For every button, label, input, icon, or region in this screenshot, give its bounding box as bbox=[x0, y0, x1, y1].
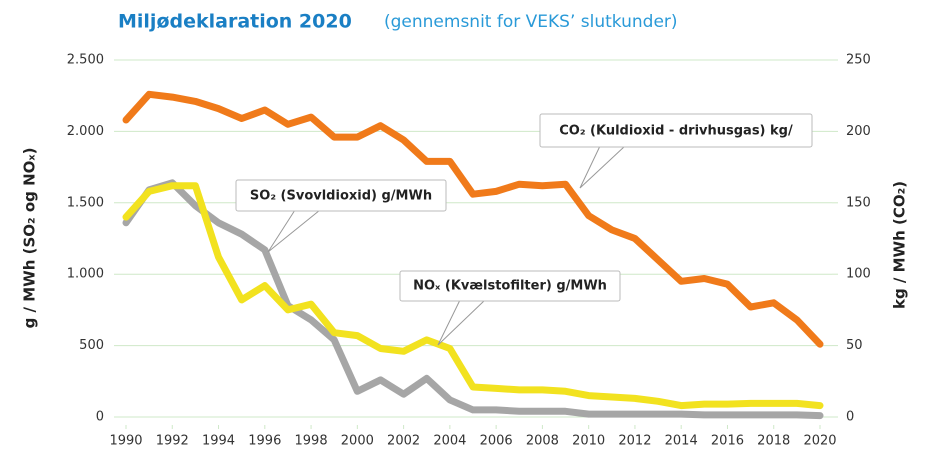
y2-tick-label: 50 bbox=[846, 338, 863, 353]
y2-tick-label: 250 bbox=[846, 53, 871, 68]
annotation: SO₂ (Svovldioxid) g/MWh bbox=[250, 189, 432, 204]
annotation: NOₓ (Kvælstofilter) g/MWh bbox=[413, 279, 607, 294]
callout-pointer bbox=[437, 299, 487, 346]
x-tick-label: 2010 bbox=[572, 434, 605, 449]
lines bbox=[122, 90, 824, 420]
series-line bbox=[122, 179, 824, 420]
callout-pointer bbox=[579, 145, 627, 189]
callout-so2: SO₂ (Svovldioxid) g/MWh bbox=[235, 179, 447, 253]
y2-tick-label: 0 bbox=[846, 410, 854, 425]
callout-box bbox=[399, 270, 621, 302]
callout-box bbox=[235, 179, 447, 212]
series-line bbox=[122, 182, 824, 410]
x-tick-label: 2006 bbox=[480, 434, 513, 449]
x-tick-label: 2004 bbox=[433, 434, 466, 449]
y2-tick-label: 150 bbox=[846, 195, 871, 210]
y-tick-label: 2.500 bbox=[67, 53, 104, 68]
y-tick-label: 2.000 bbox=[67, 124, 104, 139]
x-tick-label: 1998 bbox=[295, 434, 328, 449]
grid: 0 500 1.000 1.500 2.000 2.500 0 50 100 150 200 250 1… bbox=[67, 53, 871, 449]
x-tick-label: 1994 bbox=[202, 434, 235, 449]
chart-subtitle: (gennemsnit for VEKS’ slutkunder) bbox=[384, 12, 678, 32]
callout-pointer bbox=[267, 209, 322, 253]
x-tick-label: 2018 bbox=[757, 434, 790, 449]
x-tick-label: 2000 bbox=[341, 434, 374, 449]
callout-box bbox=[539, 113, 813, 148]
y-tick-label: 1.000 bbox=[67, 267, 104, 282]
y2-tick-label: 200 bbox=[846, 124, 871, 139]
y-tick-label: 1.500 bbox=[67, 195, 104, 210]
x-tick-label: 1992 bbox=[156, 434, 189, 449]
x-tick-label: 2016 bbox=[711, 434, 744, 449]
x-tick-label: 1990 bbox=[109, 434, 142, 449]
y-tick-label: 500 bbox=[79, 338, 104, 353]
y2-axis-title: kg / MWh (CO₂) bbox=[891, 181, 909, 309]
y-axis-title: g / MWh (SO₂ og NOₓ) bbox=[21, 148, 39, 329]
callout-nox: NOₓ (Kvælstofilter) g/MWh bbox=[399, 270, 621, 346]
x-tick-label: 2002 bbox=[387, 434, 420, 449]
series-line bbox=[122, 90, 824, 348]
x-tick-label: 2020 bbox=[803, 434, 836, 449]
callout-co2: CO₂ (Kuldioxid - drivhusgas) kg/ bbox=[539, 113, 813, 189]
x-tick-label: 2008 bbox=[526, 434, 559, 449]
annotation: CO₂ (Kuldioxid - drivhusgas) kg/ bbox=[559, 124, 793, 139]
x-tick-label: 1996 bbox=[248, 434, 281, 449]
x-tick-label: 2014 bbox=[665, 434, 698, 449]
y2-tick-label: 100 bbox=[846, 267, 871, 282]
chart-title: Miljødeklaration 2020 bbox=[118, 11, 352, 33]
y-tick-label: 0 bbox=[96, 410, 104, 425]
x-tick-label: 2012 bbox=[618, 434, 651, 449]
